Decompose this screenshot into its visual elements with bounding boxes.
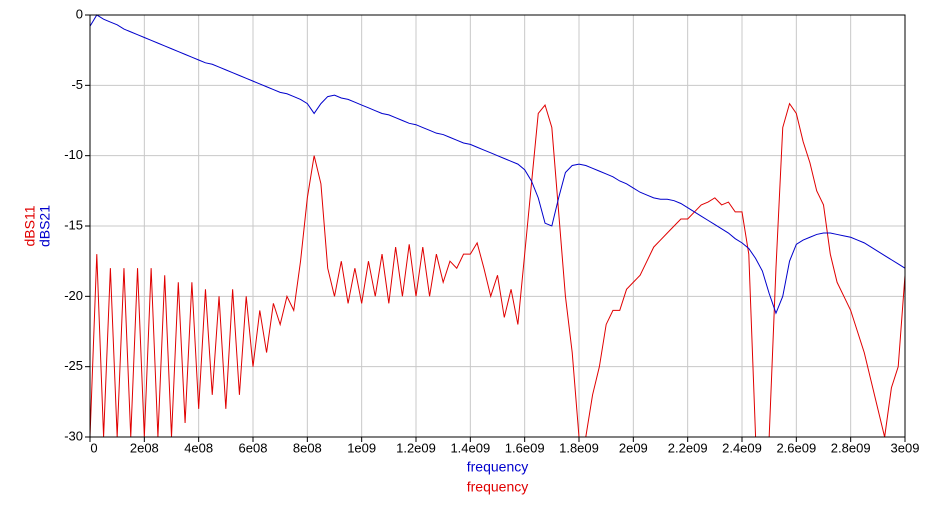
- x-tick-label: 1.6e09: [505, 440, 545, 455]
- y-axis-label: dBS21: [37, 205, 53, 247]
- y-axis-label: dBS11: [22, 205, 38, 246]
- x-tick-label: 1.4e09: [450, 440, 490, 455]
- x-tick-label: 1.2e09: [396, 440, 436, 455]
- x-tick-label: 1.8e09: [559, 440, 599, 455]
- y-tick-label: 0: [76, 6, 83, 21]
- x-tick-label: 2.8e09: [831, 440, 871, 455]
- y-tick-label: -5: [71, 77, 83, 92]
- x-tick-label: 2.2e09: [668, 440, 708, 455]
- x-axis-label: frequency: [467, 459, 528, 475]
- y-tick-label: -10: [64, 147, 83, 162]
- x-tick-label: 2e09: [619, 440, 648, 455]
- x-tick-label: 1e09: [347, 440, 376, 455]
- x-tick-label: 6e08: [239, 440, 268, 455]
- x-tick-label: 3e09: [891, 440, 920, 455]
- x-tick-label: 8e08: [293, 440, 322, 455]
- y-tick-label: -25: [64, 358, 83, 373]
- x-tick-label: 4e08: [184, 440, 213, 455]
- labels: 0 -5 -10 -15 -20 -25 -30 0 2e08 4e08 6e08 8e08 1e09 1…: [22, 6, 920, 494]
- y-tick-label: -30: [64, 428, 83, 443]
- series-line: [89, 14, 906, 315]
- x-tick-label: 0: [90, 440, 97, 455]
- x-tick-label: 2e08: [130, 440, 159, 455]
- x-axis-label: frequency: [467, 479, 528, 495]
- x-tick-label: 2.6e09: [776, 440, 816, 455]
- x-tick-label: 2.4e09: [722, 440, 762, 455]
- y-tick-label: -15: [64, 217, 83, 232]
- y-tick-label: -20: [64, 288, 83, 303]
